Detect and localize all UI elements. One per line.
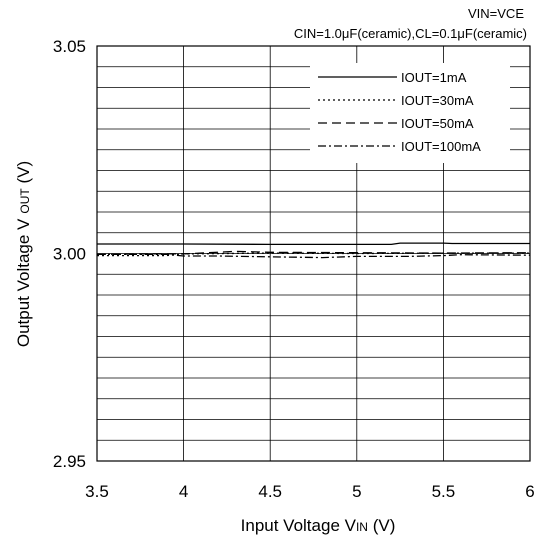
x-tick-label: 3.5 — [85, 482, 109, 501]
y-tick-label: 2.95 — [53, 452, 86, 471]
y-axis-title-unit: (V) — [14, 161, 33, 188]
x-tick-label: 5 — [352, 482, 361, 501]
plot-frame — [96, 45, 531, 462]
legend-label-3: IOUT=50mA — [401, 116, 474, 131]
legend: IOUT=1mA IOUT=30mA IOUT=50mA IOUT=100mA — [310, 63, 510, 163]
y-axis-title-main: Output Voltage V — [14, 218, 33, 347]
y-tick-label: 3.05 — [53, 37, 86, 56]
y-tick-label: 3.00 — [53, 245, 86, 264]
legend-label-4: IOUT=100mA — [401, 139, 481, 154]
legend-box — [310, 63, 510, 163]
x-tick-labels: 3.5 4 4.5 5 5.5 6 — [85, 482, 535, 501]
y-tick-labels: 2.95 3.00 3.05 — [53, 37, 86, 471]
series-line-1 — [97, 242, 530, 246]
x-tick-label: 6 — [525, 482, 534, 501]
y-axis-title: Output Voltage V OUT (V) — [14, 161, 33, 347]
x-tick-label: 4.5 — [258, 482, 282, 501]
y-axis-title-sub: OUT — [18, 188, 32, 214]
x-axis-title: Input Voltage VIN (V) — [241, 516, 396, 535]
series-line-3 — [96, 250, 531, 255]
x-tick-label: 5.5 — [432, 482, 456, 501]
x-axis-title-unit: (V) — [368, 516, 395, 535]
condition-line-2: CIN=1.0μF(ceramic),CL=0.1μF(ceramic) — [294, 26, 527, 41]
x-tick-label: 4 — [179, 482, 188, 501]
x-axis-title-sub: IN — [356, 520, 368, 534]
series-line-4 — [97, 253, 531, 259]
series-lines — [96, 242, 531, 259]
legend-label-1: IOUT=1mA — [401, 70, 467, 85]
series-line-2 — [97, 252, 530, 257]
legend-label-2: IOUT=30mA — [401, 93, 474, 108]
x-axis-title-main: Input Voltage V — [241, 516, 357, 535]
condition-line-1: VIN=VCE — [468, 6, 524, 21]
